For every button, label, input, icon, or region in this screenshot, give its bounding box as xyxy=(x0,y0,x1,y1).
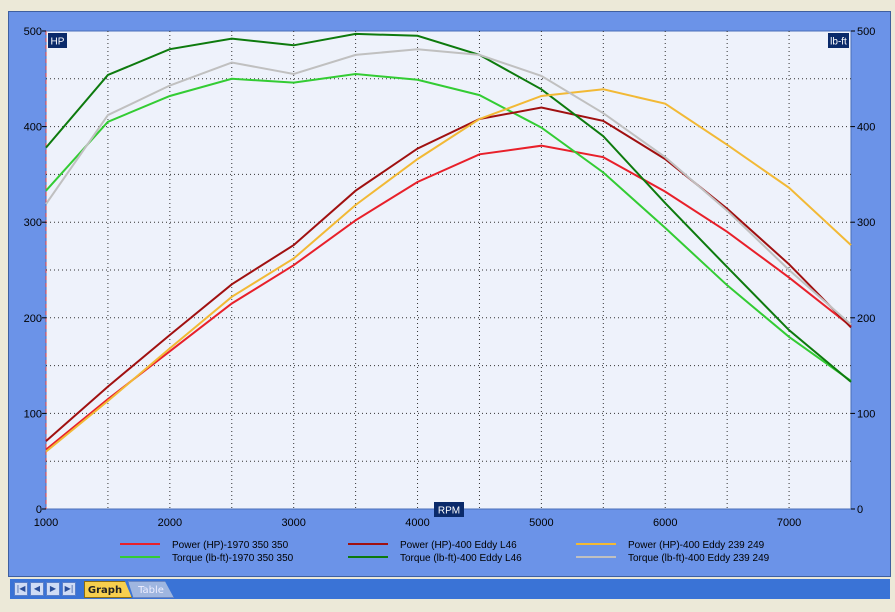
legend-label: Power (HP)-400 Eddy 239 249 xyxy=(628,540,765,551)
tick-labels: 0 0 100 100 200 200 300 300 400 400 500 500 1000 2000… xyxy=(24,26,876,529)
rpm-axis-badge: RPM xyxy=(434,502,464,517)
hp-axis-badge: HP xyxy=(48,33,67,48)
legend-label: Torque (lb-ft)-400 Eddy 239 249 xyxy=(628,553,770,564)
series-line xyxy=(45,144,852,451)
legend-label: Power (HP)-1970 350 350 xyxy=(172,540,289,551)
y2-tick-label: 500 xyxy=(857,26,875,38)
x-tick-label: 1000 xyxy=(34,517,58,529)
legend-label: Torque (lb-ft)-1970 350 350 xyxy=(172,553,294,564)
y2-tick-label: 200 xyxy=(857,313,875,325)
series-lines xyxy=(45,32,852,453)
x-tick-label: 4000 xyxy=(405,517,429,529)
tab-graph[interactable]: Graph xyxy=(84,581,132,598)
plot-area xyxy=(45,30,852,510)
legend-label: Torque (lb-ft)-400 Eddy L46 xyxy=(400,553,522,564)
series-line xyxy=(45,48,852,326)
last-sheet-icon[interactable]: ▶| xyxy=(62,582,76,596)
series-line xyxy=(45,88,852,453)
y2-tick-label: 400 xyxy=(857,122,875,134)
series-line xyxy=(45,32,852,383)
y-tick-label: 500 xyxy=(24,26,42,38)
legend: Power (HP)-1970 350 350 Torque (lb-ft)-19… xyxy=(120,540,770,564)
y2-tick-label: 300 xyxy=(857,217,875,229)
y-tick-label: 100 xyxy=(24,408,42,420)
left-axis-label: HP xyxy=(51,37,65,48)
x-tick-label: 3000 xyxy=(281,517,305,529)
sheet-tab-bar xyxy=(10,579,890,599)
next-sheet-icon[interactable]: ▶ xyxy=(46,582,60,596)
y-tick-label: 200 xyxy=(24,313,42,325)
grid xyxy=(42,30,855,510)
prev-sheet-icon[interactable]: ◀ xyxy=(30,582,44,596)
status-strip xyxy=(0,600,895,612)
lbft-axis-badge: lb-ft xyxy=(828,33,849,48)
y-tick-label: 300 xyxy=(24,217,42,229)
x-tick-label: 5000 xyxy=(529,517,553,529)
x-axis-label: RPM xyxy=(438,506,460,517)
y2-tick-label: 0 xyxy=(857,504,863,516)
x-tick-label: 2000 xyxy=(158,517,182,529)
y2-tick-label: 100 xyxy=(857,408,875,420)
y-tick-label: 0 xyxy=(36,504,42,516)
y-tick-label: 400 xyxy=(24,122,42,134)
right-axis-label: lb-ft xyxy=(830,37,847,48)
x-tick-label: 7000 xyxy=(777,517,801,529)
series-line xyxy=(45,72,852,382)
first-sheet-icon[interactable]: |◀ xyxy=(14,582,28,596)
legend-label: Power (HP)-400 Eddy L46 xyxy=(400,540,517,551)
x-tick-label: 6000 xyxy=(653,517,677,529)
